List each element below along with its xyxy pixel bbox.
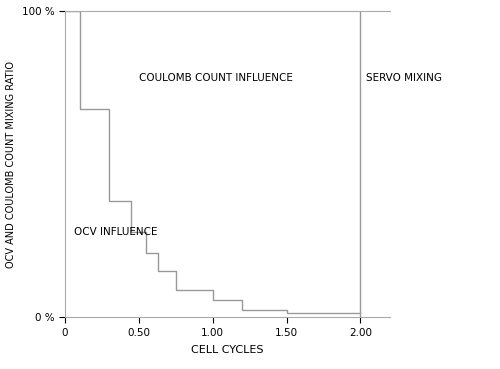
Text: COULOMB COUNT INFLUENCE: COULOMB COUNT INFLUENCE — [139, 73, 292, 83]
Text: SERVO MIXING: SERVO MIXING — [366, 73, 442, 83]
X-axis label: CELL CYCLES: CELL CYCLES — [191, 345, 264, 355]
Text: OCV INFLUENCE: OCV INFLUENCE — [74, 227, 158, 237]
Y-axis label: OCV AND COULOMB COUNT MIXING RATIO: OCV AND COULOMB COUNT MIXING RATIO — [6, 61, 16, 268]
